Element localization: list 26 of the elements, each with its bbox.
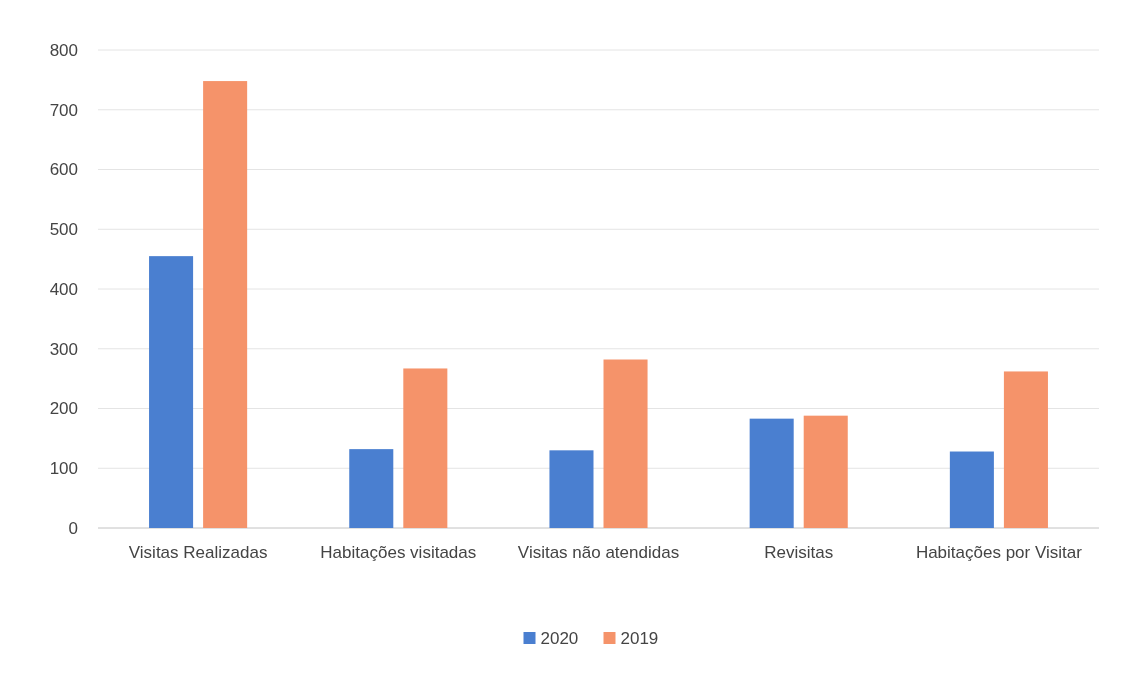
x-tick-label: Visitas não atendidas xyxy=(517,543,680,562)
bar xyxy=(349,449,394,528)
y-tick-label: 200 xyxy=(49,399,78,419)
y-tick-label: 400 xyxy=(49,279,78,299)
x-tick-label: Habitações visitadas xyxy=(320,543,477,562)
y-tick-label: 0 xyxy=(68,518,78,538)
legend-label: 2020 xyxy=(540,628,579,648)
bar xyxy=(149,256,194,528)
y-tick-label: 100 xyxy=(49,459,78,479)
x-tick-label: Revisitas xyxy=(764,543,834,562)
bar xyxy=(549,450,594,528)
bar xyxy=(1003,371,1048,528)
x-tick-label: Visitas Realizadas xyxy=(128,543,268,562)
legend-label: 2019 xyxy=(620,628,659,648)
bar xyxy=(949,451,994,528)
y-tick-label: 800 xyxy=(49,40,78,60)
y-tick-label: 600 xyxy=(49,160,78,180)
y-tick-label: 500 xyxy=(49,220,78,240)
bar xyxy=(803,415,848,528)
y-tick-label: 300 xyxy=(49,339,78,359)
bar xyxy=(603,359,648,528)
bar xyxy=(203,81,248,528)
x-tick-label: Habitações por Visitar xyxy=(915,543,1083,562)
bar xyxy=(403,368,448,528)
y-tick-label: 700 xyxy=(49,100,78,120)
bar xyxy=(749,418,794,528)
